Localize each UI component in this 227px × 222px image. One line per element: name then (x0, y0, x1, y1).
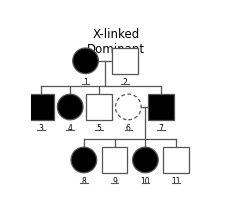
Bar (102, 147, 127, 173)
Text: 4: 4 (68, 124, 73, 133)
Text: 9: 9 (112, 177, 117, 186)
Text: 2: 2 (123, 78, 127, 87)
Bar (148, 94, 174, 120)
Text: 10: 10 (141, 177, 150, 186)
Text: 11: 11 (171, 177, 181, 186)
Circle shape (73, 48, 98, 74)
Bar (86, 94, 112, 120)
Text: 3: 3 (39, 124, 44, 133)
Text: 6: 6 (126, 124, 131, 133)
Bar (112, 48, 138, 74)
Text: 1: 1 (83, 78, 88, 87)
Text: 7: 7 (158, 124, 163, 133)
Circle shape (57, 94, 83, 120)
Text: X-linked
Dominant: X-linked Dominant (87, 28, 146, 56)
Bar (28, 94, 54, 120)
Circle shape (133, 147, 158, 173)
Circle shape (116, 94, 141, 120)
Text: 8: 8 (81, 177, 86, 186)
Bar (163, 147, 189, 173)
Circle shape (71, 147, 97, 173)
Text: 5: 5 (97, 124, 102, 133)
